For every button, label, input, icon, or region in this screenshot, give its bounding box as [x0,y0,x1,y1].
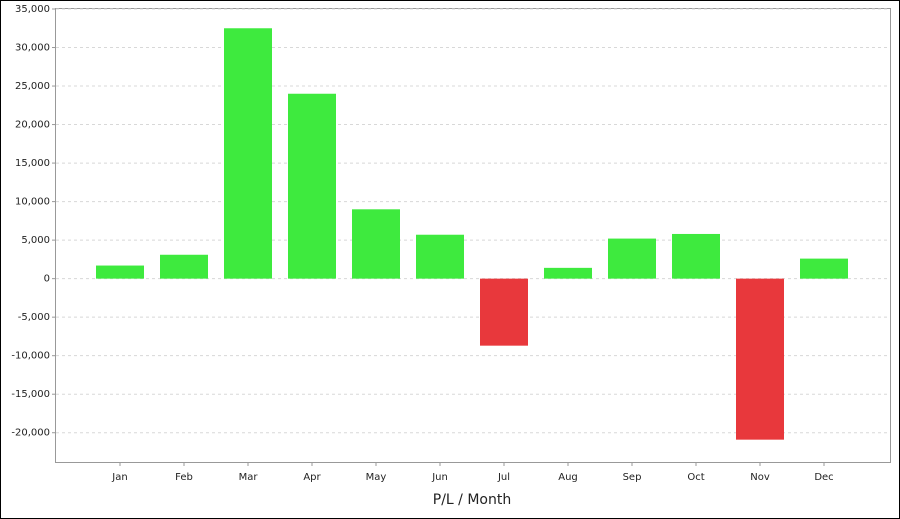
bar [352,209,400,279]
bar [544,267,592,279]
x-tick-label: Dec [814,472,833,483]
y-tick-label: 15,000 [15,158,50,169]
y-tick-label: 20,000 [15,120,50,131]
bar [480,278,528,346]
bar [160,254,208,279]
bar [608,238,656,279]
bar [672,233,720,279]
bar [96,265,144,279]
y-tick-label: -5,000 [18,312,50,323]
y-tick-label: 10,000 [15,197,50,208]
y-tick-label: 5,000 [21,235,50,246]
y-tick-label: 25,000 [15,81,50,92]
y-tick-label: -15,000 [11,389,50,400]
x-tick-label: Jun [431,472,448,483]
x-tick-label: Jan [111,472,127,483]
x-tick-label: Aug [558,472,578,483]
x-tick-label: Oct [687,472,704,483]
y-tick-label: -20,000 [11,428,50,439]
x-tick-label: Mar [239,472,259,483]
x-axis-label: P/L / Month [433,492,511,508]
x-tick-label: Jul [497,472,510,483]
x-tick-label: Feb [175,472,193,483]
y-tick-label: 35,000 [15,4,50,15]
bar [224,28,272,279]
bar [416,234,464,279]
x-tick-label: Sep [623,472,642,483]
y-tick-label: -10,000 [11,351,50,362]
bar [736,278,784,440]
x-tick-label: Apr [303,472,321,483]
x-tick-label: May [366,472,387,483]
bar [800,258,848,279]
y-tick-label: 30,000 [15,43,50,54]
x-tick-label: Nov [750,472,770,483]
y-tick-label: 0 [44,274,50,285]
bar [288,93,336,279]
